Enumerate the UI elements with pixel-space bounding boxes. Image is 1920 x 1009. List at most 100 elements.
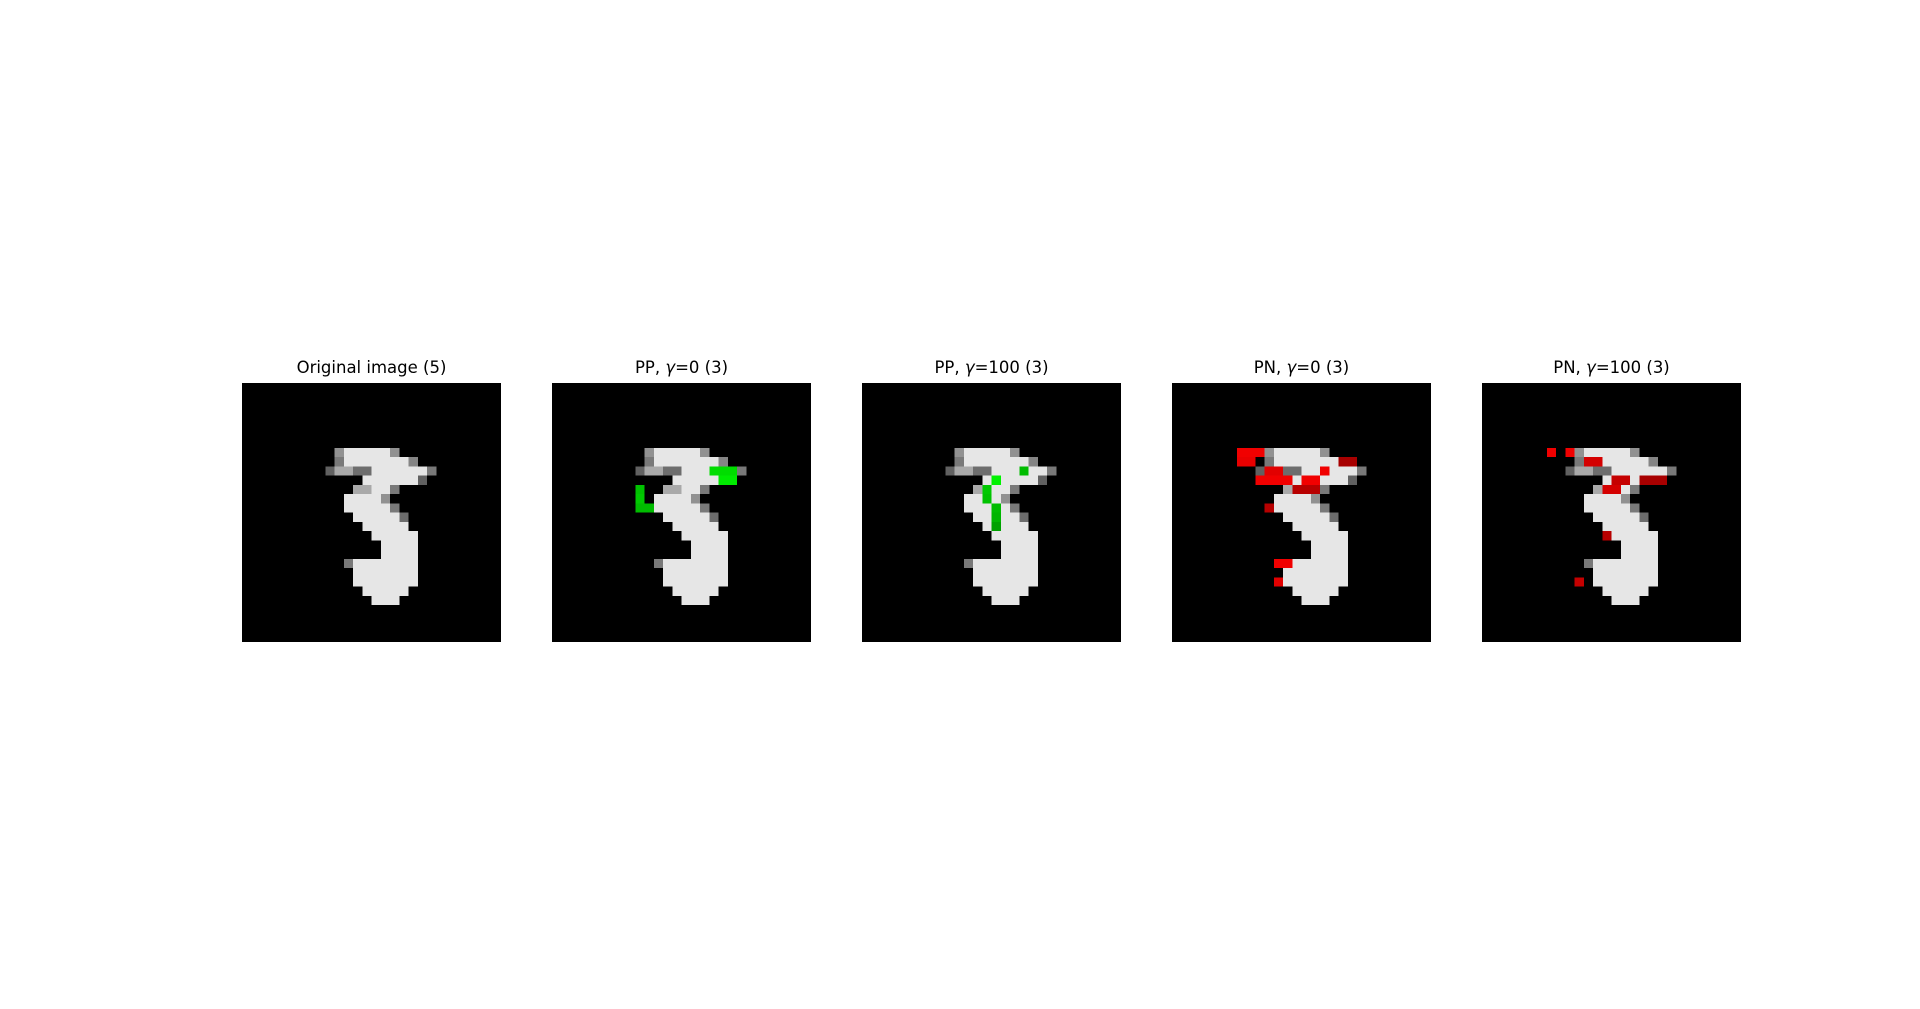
panel-title-text: PN, — [1553, 358, 1587, 377]
digit-image-pn — [1172, 383, 1431, 642]
digit-pixel — [973, 466, 992, 476]
panel-title-text: PP, — [934, 358, 965, 377]
digit-pixel — [1329, 512, 1339, 522]
digit-pixel — [1667, 466, 1677, 476]
digit-pixel — [1583, 494, 1621, 504]
digit-pixel — [1593, 577, 1658, 587]
pertinent-positive-pixel — [982, 494, 992, 504]
digit-pixel — [1620, 540, 1658, 550]
digit-pixel — [1283, 466, 1302, 476]
digit-pixel — [362, 521, 409, 531]
digit-pixel — [1283, 558, 1348, 568]
digit-pixel — [362, 475, 418, 485]
digit-pixel — [1639, 512, 1649, 522]
digit-pixel — [982, 521, 1029, 531]
digit-pixel — [963, 457, 1029, 467]
pertinent-negative-pixel — [1611, 475, 1630, 485]
digit-pixel — [700, 447, 710, 457]
digit-pixel — [653, 503, 700, 513]
digit-pixel — [1630, 503, 1640, 513]
digit-pixel — [1593, 466, 1612, 476]
digit-pixel — [343, 447, 390, 457]
pertinent-positive-pixel — [1019, 466, 1029, 476]
pertinent-negative-pixel — [1236, 447, 1265, 457]
pertinent-negative-pixel — [1264, 503, 1274, 513]
panel-title: Original image (5) — [242, 357, 501, 379]
digit-pixel — [390, 484, 400, 494]
pertinent-positive-pixel — [991, 475, 1001, 485]
digit-pixel — [718, 457, 728, 467]
digit-pixel — [334, 466, 353, 476]
panel-title-text: Original image (5) — [296, 358, 447, 377]
digit-pixel — [681, 484, 700, 494]
digit-pixel — [371, 466, 427, 476]
digit-pixel — [343, 558, 353, 568]
digit-pixel — [1602, 586, 1649, 596]
digit-pixel — [1347, 475, 1357, 485]
digit-pixel — [672, 586, 719, 596]
digit-pixel — [954, 466, 973, 476]
digit-pixel — [1283, 577, 1348, 587]
pertinent-positive-pixel — [718, 475, 737, 485]
digit-pixel — [982, 475, 1038, 485]
pertinent-negative-pixel — [1236, 457, 1256, 467]
pertinent-negative-pixel — [1264, 466, 1283, 476]
digit-pixel — [1320, 503, 1330, 513]
panel-title-text: PP, — [634, 358, 666, 377]
pertinent-negative-pixel — [1583, 457, 1603, 467]
digit-pixel — [1273, 494, 1311, 504]
digit-pixel — [681, 531, 728, 541]
digit-pixel — [1583, 558, 1593, 568]
digit-pixel — [1620, 549, 1658, 559]
digit-image-pn — [1482, 383, 1741, 642]
digit-pixel — [963, 447, 1010, 457]
digit-pixel — [653, 457, 719, 467]
digit-pixel — [325, 466, 335, 476]
digit-pixel — [635, 466, 645, 476]
digit-pixel — [954, 447, 964, 457]
digit-pixel — [653, 558, 663, 568]
digit-pixel — [1010, 484, 1020, 494]
digit-pixel — [672, 521, 719, 531]
pertinent-negative-pixel — [1546, 447, 1556, 457]
digit-pixel — [1574, 447, 1584, 457]
pertinent-negative-pixel — [1273, 577, 1283, 587]
pertinent-positive-pixel — [991, 512, 1001, 522]
digit-pixel — [353, 466, 372, 476]
digit-pixel — [991, 531, 1038, 541]
gamma-symbol: γ — [1586, 358, 1596, 377]
digit-pixel — [663, 568, 728, 578]
digit-pixel — [399, 512, 409, 522]
digit-pixel — [1264, 457, 1274, 467]
digit-pixel — [653, 494, 691, 504]
digit-pixel — [1630, 484, 1640, 494]
pertinent-negative-pixel — [1574, 577, 1584, 587]
digit-pixel — [1648, 457, 1658, 467]
digit-pixel — [1283, 512, 1330, 522]
digit-pixel — [1292, 586, 1339, 596]
panel-title: PN, γ=0 (3) — [1172, 357, 1431, 379]
digit-image-pp — [552, 383, 811, 642]
digit-pixel — [353, 558, 418, 568]
digit-pixel — [1574, 466, 1593, 476]
panel-title: PP, γ=100 (3) — [862, 357, 1121, 379]
digit-pixel — [353, 577, 418, 587]
digit-pixel — [417, 475, 427, 485]
digit-pixel — [1273, 447, 1320, 457]
pertinent-positive-pixel — [635, 503, 654, 513]
digit-pixel — [644, 457, 654, 467]
digit-pixel — [1320, 447, 1330, 457]
panel-title-suffix: =0 (3) — [1296, 358, 1350, 377]
digit-pixel — [1602, 521, 1649, 531]
digit-pixel — [663, 558, 728, 568]
digit-pixel — [690, 540, 728, 550]
digit-pixel — [380, 540, 418, 550]
digit-pixel — [1047, 466, 1057, 476]
digit-pixel — [644, 466, 663, 476]
digit-pixel — [427, 466, 437, 476]
pertinent-positive-pixel — [635, 484, 645, 494]
pertinent-positive-pixel — [991, 503, 1001, 513]
digit-pixel — [343, 457, 409, 467]
digit-pixel — [408, 457, 418, 467]
